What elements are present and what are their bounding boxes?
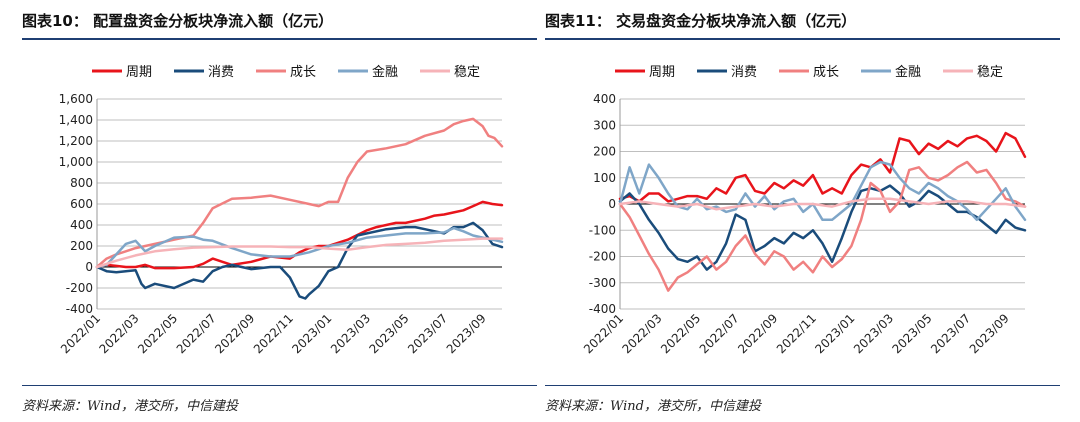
y-tick-label: 400 bbox=[70, 218, 93, 232]
x-tick-label: 2022/03 bbox=[620, 311, 665, 356]
chart-panel-right: 图表11： 交易盘资金分板块净流入额（亿元） -400 -300 -200 -100 0… bbox=[545, 0, 1065, 422]
y-tick-label: 0 bbox=[85, 260, 93, 274]
legend-label: 成长 bbox=[290, 65, 316, 80]
series-line-周期 bbox=[95, 200, 504, 270]
x-tick-label: 2022/07 bbox=[697, 311, 742, 356]
x-tick-label: 2022/01 bbox=[58, 311, 103, 356]
line-chart-svg: -400-300-200-10001002003004002022/012022… bbox=[581, 64, 1027, 356]
title-rule bbox=[545, 38, 1060, 40]
legend-label: 消费 bbox=[731, 65, 757, 80]
x-tick-label: 2022/07 bbox=[174, 311, 219, 356]
x-tick-label: 2023/05 bbox=[367, 311, 412, 356]
legend-label: 周期 bbox=[126, 65, 152, 80]
x-tick-label: 2023/09 bbox=[444, 311, 489, 356]
legend-label: 稳定 bbox=[977, 64, 1003, 80]
y-tick-label: 200 bbox=[70, 239, 93, 253]
chart-panel-left: 图表10： 配置盘资金分板块净流入额（亿元） -400 -200 0 200 400 60… bbox=[22, 0, 542, 422]
x-tick-label: 2022/05 bbox=[658, 311, 703, 356]
x-tick-label: 2023/03 bbox=[328, 311, 373, 356]
series-line-稳定 bbox=[618, 197, 1027, 211]
source-note: 资料来源：Wind，港交所，中信建投 bbox=[22, 399, 238, 414]
x-tick-label: 2022/01 bbox=[581, 311, 626, 356]
x-tick-label: 2022/09 bbox=[735, 311, 780, 356]
legend-label: 金融 bbox=[372, 64, 398, 80]
x-tick-label: 2023/09 bbox=[967, 311, 1012, 356]
legend-label: 稳定 bbox=[454, 64, 480, 80]
y-tick-label: -400 bbox=[589, 302, 616, 316]
source-note: 资料来源：Wind，港交所，中信建投 bbox=[545, 399, 761, 414]
y-tick-label: 200 bbox=[593, 145, 616, 159]
y-tick-label: 1,600 bbox=[59, 92, 93, 106]
series-line-金融 bbox=[95, 226, 504, 269]
legend-label: 成长 bbox=[813, 65, 839, 80]
x-tick-label: 2022/09 bbox=[212, 311, 257, 356]
y-tick-label: -200 bbox=[589, 250, 616, 264]
chart-title: 图表10： 配置盘资金分板块净流入额（亿元） bbox=[22, 12, 334, 30]
x-tick-label: 2022/11 bbox=[774, 311, 819, 356]
x-tick-label: 2023/03 bbox=[851, 311, 896, 356]
series-line-成长 bbox=[618, 160, 1027, 292]
y-tick-label: -100 bbox=[589, 223, 616, 237]
y-tick-label: 300 bbox=[593, 118, 616, 132]
legend-label: 周期 bbox=[649, 65, 675, 80]
x-tick-label: 2022/05 bbox=[135, 311, 180, 356]
series-line-稳定 bbox=[95, 237, 504, 269]
series-line-消费 bbox=[618, 184, 1027, 271]
y-tick-label: 1,000 bbox=[59, 155, 93, 169]
series-line-消费 bbox=[95, 221, 504, 300]
chart-title: 图表11： 交易盘资金分板块净流入额（亿元） bbox=[545, 12, 857, 30]
y-tick-label: 400 bbox=[593, 92, 616, 106]
x-tick-label: 2023/07 bbox=[405, 311, 450, 356]
y-tick-label: 100 bbox=[593, 171, 616, 185]
y-tick-label: 1,400 bbox=[59, 113, 93, 127]
x-tick-label: 2023/01 bbox=[812, 311, 857, 356]
line-chart-svg: -400 -200 0 200 400 600 800 1,000 1,200 1,400 1,60… bbox=[58, 64, 504, 356]
y-tick-label: -400 bbox=[66, 302, 93, 316]
legend-label: 金融 bbox=[895, 64, 921, 80]
x-tick-label: 2022/11 bbox=[251, 311, 296, 356]
x-tick-label: 2023/07 bbox=[928, 311, 973, 356]
y-tick-label: 0 bbox=[608, 197, 616, 211]
source-rule bbox=[22, 385, 537, 386]
x-tick-label: 2023/05 bbox=[890, 311, 935, 356]
y-tick-label: 600 bbox=[70, 197, 93, 211]
x-tick-label: 2023/01 bbox=[289, 311, 334, 356]
series-line-成长 bbox=[95, 117, 504, 269]
y-tick-label: -300 bbox=[589, 276, 616, 290]
legend-label: 消费 bbox=[208, 65, 234, 80]
source-rule bbox=[545, 385, 1060, 386]
y-tick-label: -200 bbox=[66, 281, 93, 295]
x-tick-label: 2022/03 bbox=[97, 311, 142, 356]
y-tick-label: 1,200 bbox=[59, 134, 93, 148]
series-line-周期 bbox=[618, 131, 1027, 203]
y-tick-label: 800 bbox=[70, 176, 93, 190]
title-rule bbox=[22, 38, 537, 40]
